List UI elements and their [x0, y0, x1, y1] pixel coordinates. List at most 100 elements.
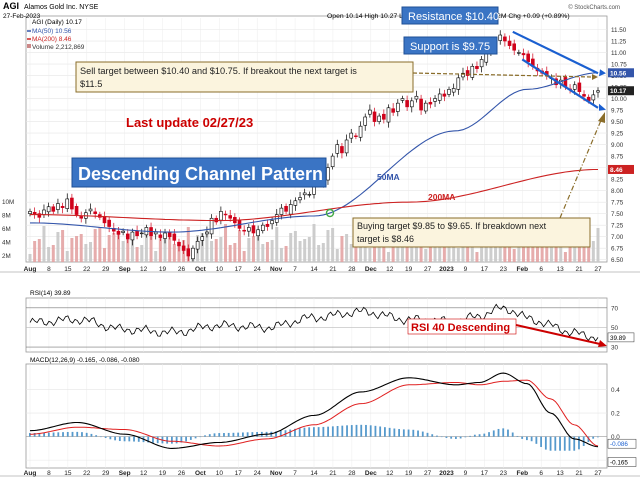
macd-histogram-bar: [57, 432, 60, 437]
candle-body: [368, 109, 372, 115]
x-tick-label: 21: [329, 266, 337, 273]
volume-bar: [284, 246, 288, 262]
volume-bar: [121, 241, 125, 262]
macd-histogram-bar: [426, 432, 429, 437]
macd-line: [29, 372, 599, 449]
x-tick-label: 2023: [439, 266, 454, 273]
candle-body: [372, 111, 377, 122]
sell-target-callout: [75, 61, 414, 93]
candle-body: [116, 230, 121, 235]
candle-body: [335, 144, 340, 154]
macd-signal-line: [30, 379, 599, 447]
chart-date: 27-Feb-2023: [3, 13, 41, 20]
x-tick-label: 6: [539, 266, 543, 273]
volume-bar: [577, 235, 581, 262]
macd-lines: [26, 372, 607, 461]
x-tick-label: 19: [159, 470, 167, 477]
macd-histogram-bar: [355, 424, 358, 437]
x-tick-label: 12: [386, 266, 394, 273]
macd-histogram-bar: [223, 433, 225, 437]
x-tick-label: 24: [254, 266, 262, 273]
volume-bar: [233, 243, 237, 262]
price-tick-label: 7.75: [611, 200, 624, 207]
macd-histogram-bar: [109, 436, 112, 440]
volume-bar: [261, 244, 265, 262]
macd-histogram-bar: [95, 435, 98, 437]
x-tick-label: Sep: [119, 470, 131, 477]
macd-histogram-bar: [104, 436, 107, 438]
volume-bar: [335, 249, 339, 262]
macd-tick-label: 0.0: [611, 434, 620, 441]
buy-target-pointer: [559, 117, 603, 219]
candle-body: [37, 213, 42, 218]
candle-body: [279, 207, 284, 215]
macd-histogram-bar: [554, 436, 557, 451]
volume-bar: [396, 237, 400, 262]
candle-body: [209, 217, 214, 235]
candle-body: [572, 84, 577, 90]
ma200-label: 200MA: [428, 192, 455, 202]
candle-body: [93, 211, 97, 214]
candle-body: [344, 139, 349, 154]
volume-bar: [37, 239, 41, 262]
volume-bar: [107, 235, 111, 262]
macd-histogram-bar: [284, 430, 287, 437]
volume-bar: [428, 236, 432, 262]
volume-bar: [163, 236, 167, 262]
candle-body: [363, 116, 368, 126]
macd-histogram-bar: [455, 436, 457, 439]
macd-histogram-bar: [398, 429, 400, 437]
x-tick-label: 12: [386, 470, 394, 477]
candle-body: [205, 231, 209, 235]
candle-body: [433, 98, 437, 102]
macd-histogram-bar: [521, 436, 524, 439]
macd-histogram-bar: [33, 433, 36, 437]
volume-bar: [140, 245, 144, 262]
x-tick-label: 27: [594, 470, 602, 477]
macd-histogram-bar: [208, 434, 211, 437]
x-tick-label: 8: [47, 266, 51, 273]
volume-bar: [480, 239, 484, 262]
macd-histogram-bar: [436, 435, 438, 437]
x-tick-label: 27: [424, 470, 432, 477]
candle-body: [102, 216, 107, 224]
x-tick-label: 29: [102, 470, 110, 477]
macd-histogram-bar: [313, 427, 315, 437]
macd-tick-label: 0.4: [611, 387, 620, 394]
macd-histogram-bar: [407, 429, 410, 437]
volume-tick-label: 8M: [2, 213, 11, 220]
x-tick-label: 26: [178, 266, 186, 273]
macd-histogram-bar: [549, 436, 552, 451]
rsi-arrowhead: [598, 340, 607, 347]
macd-histogram-bar: [166, 436, 169, 444]
ticker: AGI: [3, 1, 19, 11]
macd-histogram-bar: [488, 432, 490, 437]
macd-histogram-bar: [66, 432, 69, 437]
axis-tick-labels: 11.5011.2511.0010.7510.5010.2510.009.759…: [2, 27, 637, 477]
x-tick-label: 15: [64, 266, 72, 273]
candle-body: [186, 248, 191, 257]
volume-bar: [517, 236, 521, 262]
volume-bar: [168, 234, 172, 262]
candle-body: [172, 233, 177, 241]
candle-body: [451, 88, 456, 93]
volume-bar: [256, 234, 260, 262]
candle-body: [177, 241, 181, 247]
volume-bar: [298, 241, 302, 262]
macd-histogram-bar: [412, 429, 415, 437]
volume-bar: [279, 248, 283, 262]
macd-histogram-bar: [289, 429, 292, 437]
candle-body: [107, 219, 111, 227]
macd-badge: [607, 457, 637, 467]
macd-histogram-bar: [360, 424, 363, 437]
volume-bar: [210, 241, 214, 262]
moving-averages: [30, 72, 599, 233]
candle-body: [391, 108, 395, 113]
x-tick-label: 23: [500, 266, 508, 273]
volume-bar: [461, 246, 465, 262]
macd-histogram-bar: [118, 436, 121, 442]
macd-histogram-bar: [431, 434, 434, 437]
volume-bar: [549, 246, 553, 262]
candle-body: [437, 93, 442, 101]
price-tick-label: 11.25: [611, 39, 627, 46]
